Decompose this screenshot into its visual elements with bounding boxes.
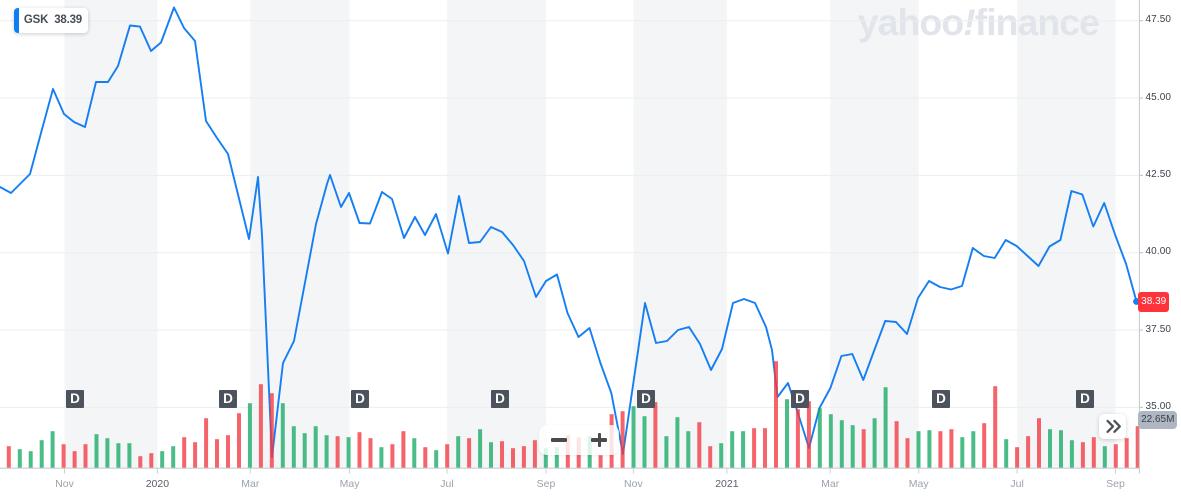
svg-text:yahoo!finance: yahoo!finance (858, 1, 1099, 43)
